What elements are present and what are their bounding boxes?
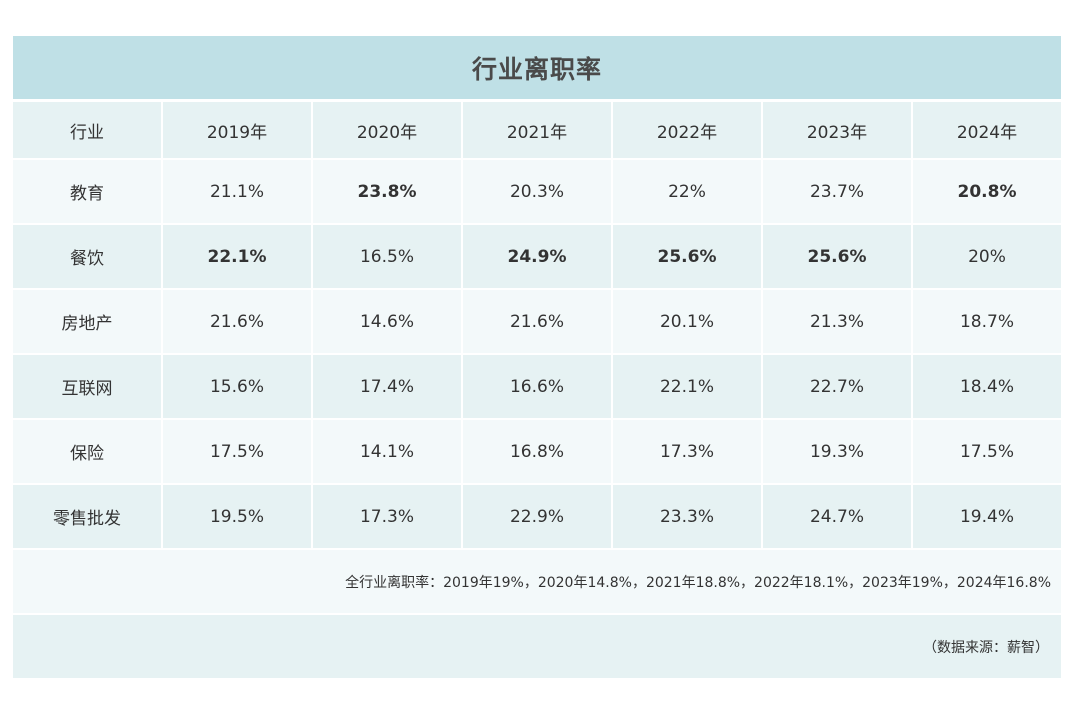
data-grid: 行业 2019年 2020年 2021年 2022年 2023年 2024年 教… (11, 99, 1063, 548)
industry-cell: 互联网 (13, 353, 161, 418)
rate-cell: 20.8% (913, 158, 1061, 223)
rate-cell: 22.1% (613, 353, 761, 418)
column-header: 2022年 (613, 99, 761, 158)
table-row: 教育 21.1% 23.8% 20.3% 22% 23.7% 20.8% (13, 158, 1061, 223)
rate-cell: 18.4% (913, 353, 1061, 418)
rate-cell: 14.1% (313, 418, 461, 483)
industry-cell: 餐饮 (13, 223, 161, 288)
rate-cell: 18.7% (913, 288, 1061, 353)
rate-cell: 22.1% (163, 223, 311, 288)
rate-cell: 19.4% (913, 483, 1061, 548)
rate-cell: 16.6% (463, 353, 611, 418)
table-title: 行业离职率 (13, 36, 1061, 99)
industry-cell: 零售批发 (13, 483, 161, 548)
rate-cell: 17.3% (313, 483, 461, 548)
overall-turnover-note: 全行业离职率：2019年19%，2020年14.8%，2021年18.8%，20… (13, 548, 1061, 613)
rate-cell: 21.6% (163, 288, 311, 353)
table-row: 互联网 15.6% 17.4% 16.6% 22.1% 22.7% 18.4% (13, 353, 1061, 418)
rate-cell: 24.7% (763, 483, 911, 548)
table-row: 保险 17.5% 14.1% 16.8% 17.3% 19.3% 17.5% (13, 418, 1061, 483)
rate-cell: 21.3% (763, 288, 911, 353)
rate-cell: 21.6% (463, 288, 611, 353)
rate-cell: 21.1% (163, 158, 311, 223)
rate-cell: 15.6% (163, 353, 311, 418)
industry-cell: 教育 (13, 158, 161, 223)
rate-cell: 16.8% (463, 418, 611, 483)
column-header: 2024年 (913, 99, 1061, 158)
table-row: 餐饮 22.1% 16.5% 24.9% 25.6% 25.6% 20% (13, 223, 1061, 288)
data-source: （数据来源：薪智） (13, 613, 1061, 678)
rate-cell: 17.3% (613, 418, 761, 483)
table-row: 零售批发 19.5% 17.3% 22.9% 23.3% 24.7% 19.4% (13, 483, 1061, 548)
rate-cell: 23.3% (613, 483, 761, 548)
rate-cell: 20% (913, 223, 1061, 288)
table-row: 房地产 21.6% 14.6% 21.6% 20.1% 21.3% 18.7% (13, 288, 1061, 353)
rate-cell: 22% (613, 158, 761, 223)
rate-cell: 24.9% (463, 223, 611, 288)
rate-cell: 20.3% (463, 158, 611, 223)
industry-cell: 保险 (13, 418, 161, 483)
note-text: 全行业离职率：2019年19%，2020年14.8%，2021年18.8%，20… (345, 574, 1051, 591)
rate-cell: 20.1% (613, 288, 761, 353)
header-row: 行业 2019年 2020年 2021年 2022年 2023年 2024年 (13, 99, 1061, 158)
rate-cell: 17.5% (913, 418, 1061, 483)
column-header: 2021年 (463, 99, 611, 158)
turnover-table: 行业离职率 行业 2019年 2020年 2021年 2022年 2023年 2… (13, 36, 1061, 678)
rate-cell: 19.5% (163, 483, 311, 548)
rate-cell: 19.3% (763, 418, 911, 483)
rate-cell: 17.5% (163, 418, 311, 483)
rate-cell: 14.6% (313, 288, 461, 353)
column-header: 2019年 (163, 99, 311, 158)
rate-cell: 23.8% (313, 158, 461, 223)
source-text: （数据来源：薪智） (923, 639, 1049, 656)
rate-cell: 17.4% (313, 353, 461, 418)
column-header: 2020年 (313, 99, 461, 158)
column-header: 2023年 (763, 99, 911, 158)
industry-cell: 房地产 (13, 288, 161, 353)
column-header: 行业 (13, 99, 161, 158)
rate-cell: 22.9% (463, 483, 611, 548)
rate-cell: 25.6% (613, 223, 761, 288)
rate-cell: 22.7% (763, 353, 911, 418)
rate-cell: 16.5% (313, 223, 461, 288)
rate-cell: 23.7% (763, 158, 911, 223)
rate-cell: 25.6% (763, 223, 911, 288)
